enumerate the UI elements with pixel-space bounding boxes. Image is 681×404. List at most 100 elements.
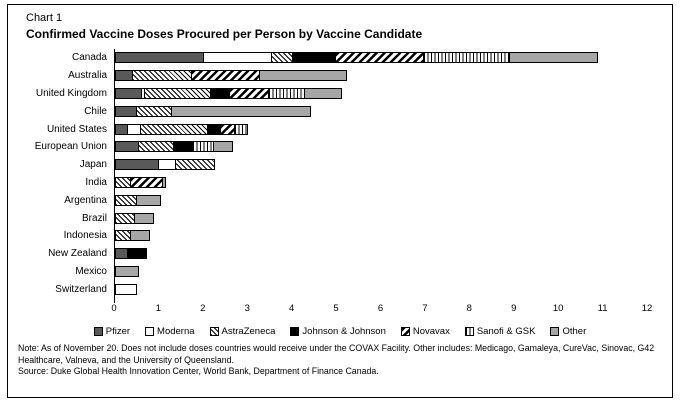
- legend: Pfizer Moderna AstraZeneca Johnson & Johnso…: [14, 326, 666, 337]
- category-label: Australia: [68, 70, 107, 82]
- stacked-bar: [115, 212, 648, 224]
- legend-swatch-icon: [400, 327, 410, 337]
- stacked-bar: [115, 283, 648, 295]
- bar-row: United States: [14, 120, 666, 138]
- bar-track: [114, 226, 648, 245]
- bar-row: Brazil: [14, 209, 666, 227]
- stacked-bar: [115, 230, 648, 242]
- stacked-bar: [115, 87, 648, 99]
- bar-segment: [161, 176, 167, 188]
- source-text: Source: Duke Global Health Innovation Ce…: [18, 366, 379, 376]
- legend-swatch-icon: [145, 327, 155, 337]
- stacked-bar: [115, 141, 648, 153]
- bar-row: Switzerland: [14, 280, 666, 299]
- stacked-bar: [115, 176, 648, 188]
- bar-segment: [133, 212, 154, 224]
- stacked-bar: [115, 265, 648, 277]
- bar-row: Argentina: [14, 191, 666, 210]
- bar-track: [114, 191, 648, 210]
- bar-track: [114, 280, 648, 299]
- bar-track: [114, 120, 648, 138]
- legend-swatch-icon: [93, 327, 103, 337]
- bar-track: [114, 137, 648, 156]
- bar-segment: [115, 87, 142, 99]
- bar-segment: [115, 159, 160, 171]
- legend-label: AstraZeneca: [221, 326, 276, 338]
- category-label: European Union: [34, 141, 107, 153]
- bar-track: [114, 155, 648, 174]
- x-tick-label: 2: [200, 303, 206, 315]
- bar-segment: [202, 52, 272, 64]
- bar-segment: [304, 87, 343, 99]
- bar-segment: [136, 105, 172, 117]
- bar-row: United Kingdom: [14, 84, 666, 103]
- bar-segment: [115, 52, 204, 64]
- bar-track: [114, 84, 648, 103]
- category-label: India: [85, 176, 107, 188]
- bar-segment: [335, 52, 425, 64]
- x-axis-zero-tick: [114, 298, 115, 304]
- bar-segment: [127, 123, 141, 135]
- bar-segment: [158, 159, 177, 171]
- bar-segment: [115, 248, 129, 260]
- bar-segment: [190, 70, 260, 82]
- bar-segment: [115, 176, 131, 188]
- category-label: Switzerland: [55, 283, 107, 295]
- legend-swatch-icon: [290, 327, 300, 337]
- bar-segment: [170, 105, 311, 117]
- x-tick-label: 10: [552, 303, 564, 315]
- bar-segment: [234, 123, 248, 135]
- stacked-bar: [115, 52, 648, 64]
- bar-row: Indonesia: [14, 226, 666, 245]
- bar-segment: [139, 123, 209, 135]
- bar-segment: [138, 141, 174, 153]
- bar-segment: [291, 52, 337, 64]
- legend-label: Johnson & Johnson: [302, 326, 386, 338]
- bar-segment: [129, 230, 150, 242]
- bar-segment: [219, 123, 236, 135]
- bar-track: [114, 49, 648, 67]
- bar-segment: [191, 141, 215, 153]
- bar-segment: [228, 87, 269, 99]
- bar-segment: [209, 87, 230, 99]
- category-label: Argentina: [64, 194, 107, 206]
- bar-segment: [115, 230, 131, 242]
- x-tick-label: 1: [155, 303, 162, 315]
- category-label: Mexico: [75, 265, 107, 277]
- x-tick-label: 4: [289, 303, 295, 315]
- bar-segment: [267, 87, 306, 99]
- bar-row: Chile: [14, 102, 666, 121]
- legend-item: Sanofi & GSK: [464, 326, 535, 337]
- category-label: United Kingdom: [35, 87, 107, 99]
- bar-segment: [144, 87, 211, 99]
- category-label: Indonesia: [63, 230, 107, 242]
- chart-title: Confirmed Vaccine Doses Procured per Per…: [26, 27, 423, 41]
- bar-segment: [115, 70, 133, 82]
- legend-label: Pfizer: [105, 326, 131, 338]
- bar-segment: [136, 194, 161, 206]
- bar-segment: [115, 141, 140, 153]
- bar-segment: [175, 159, 216, 171]
- bar-segment: [115, 212, 135, 224]
- x-tick-label: 6: [377, 303, 384, 315]
- bar-segment: [213, 141, 234, 153]
- bar-segment: [115, 265, 140, 277]
- legend-swatch-icon: [209, 327, 219, 337]
- bar-segment: [115, 194, 138, 206]
- category-label: Japan: [79, 159, 107, 171]
- category-label: Canada: [71, 52, 107, 64]
- bar-segment: [258, 70, 348, 82]
- bar-segment: [508, 52, 598, 64]
- category-label: New Zealand: [48, 248, 107, 260]
- bar-rows: Canada Australia United Kingdom Chile United…: [14, 49, 666, 299]
- x-axis: 0 1 2 3 4 5 6 7 8 9 10 11 12: [111, 298, 652, 316]
- bar-track: [114, 102, 648, 121]
- note-text: Note: As of November 20. Does not includ…: [18, 343, 655, 365]
- category-label: Chile: [84, 105, 107, 117]
- bar-row: Canada: [14, 49, 666, 67]
- category-label: United States: [46, 123, 107, 135]
- stacked-bar: [115, 159, 648, 171]
- x-tick-label: 7: [422, 303, 428, 315]
- stacked-bar-chart: Canada Australia United Kingdom Chile United…: [14, 49, 666, 316]
- bar-row: Australia: [14, 66, 666, 85]
